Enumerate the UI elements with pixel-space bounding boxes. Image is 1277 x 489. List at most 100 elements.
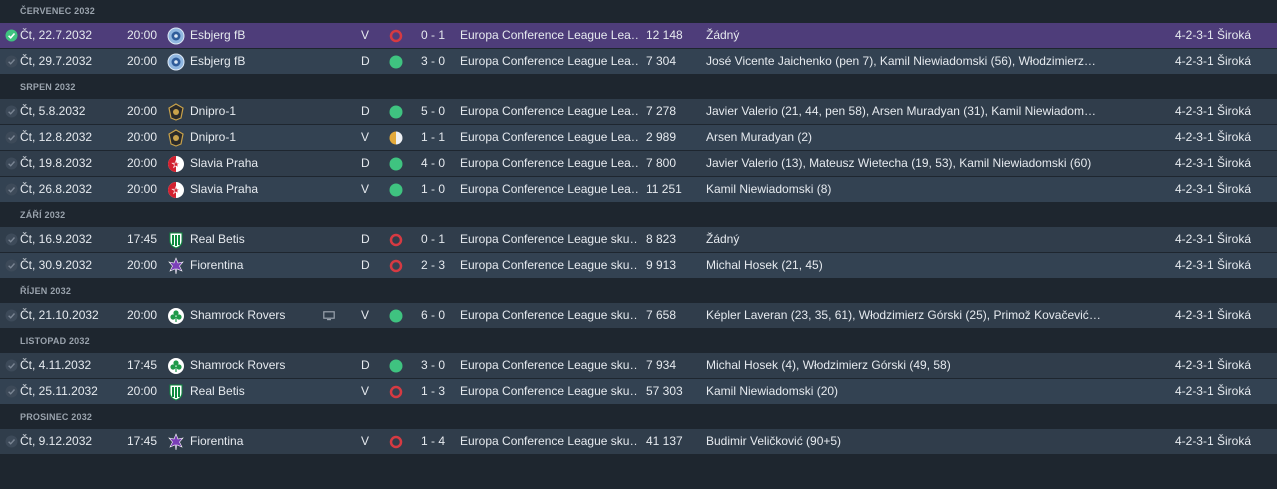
match-score[interactable]: 6 - 0 <box>420 308 445 322</box>
competition-name[interactable]: Europa Conference League Lea… <box>460 156 638 170</box>
match-row[interactable]: Čt, 12.8.2032 20:00 Dnipro-1 V 1 - 1 Europa C… <box>0 125 1277 151</box>
competition-name[interactable]: Europa Conference League Lea… <box>460 182 638 196</box>
opponent-name[interactable]: Real Betis <box>190 232 245 246</box>
match-row[interactable]: Čt, 25.11.2032 20:00 Real Betis V 1 - 3 Europ… <box>0 379 1277 405</box>
competition-name[interactable]: Europa Conference League sku… <box>460 434 638 448</box>
match-row[interactable]: Čt, 21.10.2032 20:00 Shamrock Rovers V 6 - 0… <box>0 303 1277 329</box>
competition-name[interactable]: Europa Conference League Lea… <box>460 104 638 118</box>
goalscorers: Képler Laveran (23, 35, 61), Włodzimierz… <box>706 308 1104 322</box>
check-icon[interactable] <box>5 385 18 398</box>
opponent-name[interactable]: Esbjerg fB <box>190 54 246 68</box>
match-score[interactable]: 5 - 0 <box>420 104 445 118</box>
competition-name[interactable]: Europa Conference League sku… <box>460 358 638 372</box>
esbjerg-crest-icon <box>167 53 185 71</box>
attendance: 7 278 <box>646 104 677 118</box>
check-icon[interactable] <box>5 131 18 144</box>
check-icon[interactable] <box>5 435 18 448</box>
venue: D <box>361 54 370 68</box>
check-icon[interactable] <box>5 309 18 322</box>
match-row[interactable]: Čt, 26.8.2032 20:00 Slavia Praha V 1 - 0 Euro… <box>0 177 1277 203</box>
match-row[interactable]: Čt, 29.7.2032 20:00 Esbjerg fB D 3 - 0 Europa… <box>0 49 1277 75</box>
check-icon[interactable] <box>5 359 18 372</box>
attendance: 7 658 <box>646 308 677 322</box>
month-header: ČERVENEC 2032 <box>0 0 1277 23</box>
formation: 4-2-3-1 Široká <box>1174 308 1251 322</box>
match-score[interactable]: 4 - 0 <box>420 156 445 170</box>
goalscorers: Javier Valerio (13), Mateusz Wietecha (1… <box>706 156 1092 170</box>
match-time: 20:00 <box>127 104 158 118</box>
match-row[interactable]: Čt, 9.12.2032 17:45 Fiorentina V 1 - 4 Europa… <box>0 429 1277 455</box>
opponent-name[interactable]: Real Betis <box>190 384 245 398</box>
venue: V <box>361 384 370 398</box>
match-row[interactable]: Čt, 19.8.2032 20:00 Slavia Praha D 4 - 0 Euro… <box>0 151 1277 177</box>
match-time: 20:00 <box>127 54 158 68</box>
formation: 4-2-3-1 Široká <box>1174 104 1251 118</box>
match-score[interactable]: 0 - 1 <box>420 232 445 246</box>
check-icon[interactable] <box>5 29 18 42</box>
venue: D <box>361 104 370 118</box>
opponent-name[interactable]: Fiorentina <box>190 258 244 272</box>
match-score[interactable]: 1 - 1 <box>420 130 445 144</box>
result-loss-icon <box>389 435 403 449</box>
match-score[interactable]: 1 - 0 <box>420 182 445 196</box>
match-row[interactable]: Čt, 16.9.2032 17:45 Real Betis D 0 - 1 Europa… <box>0 227 1277 253</box>
match-score[interactable]: 1 - 3 <box>420 384 445 398</box>
competition-name[interactable]: Europa Conference League Lea… <box>460 130 638 144</box>
match-row[interactable]: Čt, 30.9.2032 20:00 Fiorentina D 2 - 3 Europa… <box>0 253 1277 279</box>
match-score[interactable]: 0 - 1 <box>420 28 445 42</box>
month-header: ZÁŘÍ 2032 <box>0 203 1277 227</box>
betis-crest-icon <box>167 231 185 249</box>
match-date: Čt, 21.10.2032 <box>20 308 99 322</box>
opponent-name[interactable]: Dnipro-1 <box>190 104 237 118</box>
venue: V <box>361 182 370 196</box>
venue: V <box>361 308 370 322</box>
attendance: 2 989 <box>646 130 677 144</box>
betis-crest-icon <box>167 383 185 401</box>
venue: D <box>361 232 370 246</box>
match-score[interactable]: 2 - 3 <box>420 258 445 272</box>
month-header: SRPEN 2032 <box>0 75 1277 99</box>
goalscorers: Budimir Veličković (90+5) <box>706 434 842 448</box>
opponent-name[interactable]: Esbjerg fB <box>190 28 246 42</box>
goalscorers: José Vicente Jaichenko (pen 7), Kamil Ni… <box>706 54 1096 68</box>
opponent-name[interactable]: Shamrock Rovers <box>190 358 286 372</box>
check-icon[interactable] <box>5 105 18 118</box>
goalscorers: Arsen Muradyan (2) <box>706 130 813 144</box>
goalscorers: Javier Valerio (21, 44, pen 58), Arsen M… <box>706 104 1096 118</box>
competition-name[interactable]: Europa Conference League Lea… <box>460 54 638 68</box>
result-loss-icon <box>389 29 403 43</box>
match-time: 20:00 <box>127 308 158 322</box>
competition-name[interactable]: Europa Conference League sku… <box>460 258 638 272</box>
formation: 4-2-3-1 Široká <box>1174 28 1251 42</box>
competition-name[interactable]: Europa Conference League Lea… <box>460 28 638 42</box>
opponent-name[interactable]: Fiorentina <box>190 434 244 448</box>
attendance: 7 800 <box>646 156 677 170</box>
check-icon[interactable] <box>5 157 18 170</box>
opponent-name[interactable]: Slavia Praha <box>190 182 259 196</box>
match-row[interactable]: Čt, 5.8.2032 20:00 Dnipro-1 D 5 - 0 Europa Co… <box>0 99 1277 125</box>
goalscorers: Kamil Niewiadomski (20) <box>706 384 839 398</box>
venue: V <box>361 28 370 42</box>
match-time: 20:00 <box>127 130 158 144</box>
match-score[interactable]: 3 - 0 <box>420 358 445 372</box>
match-row[interactable]: Čt, 4.11.2032 17:45 Shamrock Rovers D 3 - 0 E… <box>0 353 1277 379</box>
opponent-name[interactable]: Dnipro-1 <box>190 130 237 144</box>
attendance: 41 137 <box>646 434 683 448</box>
result-draw-icon <box>389 131 403 145</box>
competition-name[interactable]: Europa Conference League sku… <box>460 308 638 322</box>
opponent-name[interactable]: Shamrock Rovers <box>190 308 286 322</box>
competition-name[interactable]: Europa Conference League sku… <box>460 384 638 398</box>
formation: 4-2-3-1 Široká <box>1174 130 1251 144</box>
match-row[interactable]: Čt, 22.7.2032 20:00 Esbjerg fB V 0 - 1 Europa… <box>0 23 1277 49</box>
check-icon[interactable] <box>5 233 18 246</box>
check-icon[interactable] <box>5 183 18 196</box>
venue: V <box>361 130 370 144</box>
opponent-name[interactable]: Slavia Praha <box>190 156 259 170</box>
formation: 4-2-3-1 Široká <box>1174 182 1251 196</box>
check-icon[interactable] <box>5 55 18 68</box>
check-icon[interactable] <box>5 259 18 272</box>
competition-name[interactable]: Europa Conference League sku… <box>460 232 638 246</box>
match-score[interactable]: 1 - 4 <box>420 434 445 448</box>
goalscorers: Michal Hosek (4), Włodzimierz Górski (49… <box>706 358 951 372</box>
match-score[interactable]: 3 - 0 <box>420 54 445 68</box>
